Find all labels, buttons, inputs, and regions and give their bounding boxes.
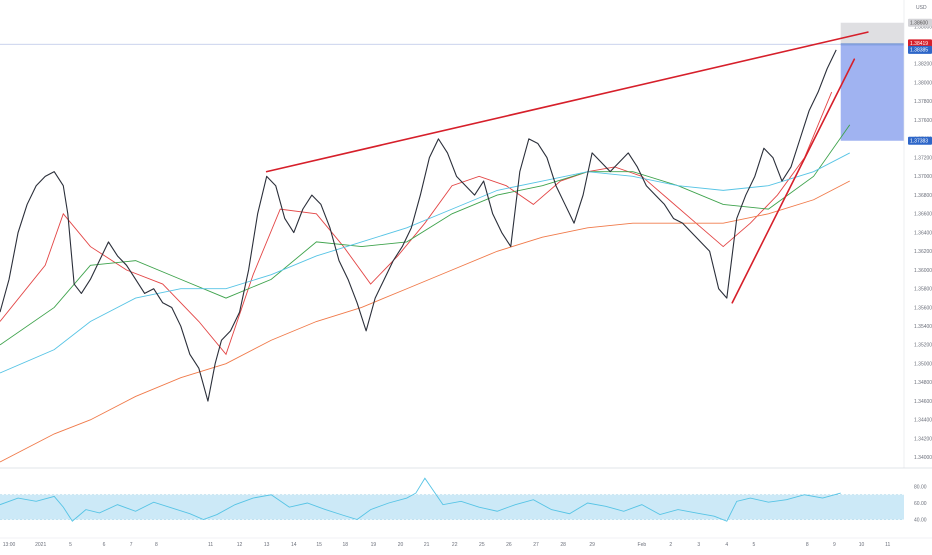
price-tick-label: 1.36000 xyxy=(914,268,932,274)
time-tick-label: 15 xyxy=(316,542,322,548)
time-tick-label: 13 xyxy=(264,542,270,548)
price-tick-label: 1.34400 xyxy=(914,418,932,424)
oscillator-line xyxy=(0,477,841,522)
trendline-1[interactable] xyxy=(265,31,869,173)
price-tick-label: 1.38200 xyxy=(914,62,932,68)
trendline-2[interactable] xyxy=(731,58,856,304)
time-tick-label: 29 xyxy=(589,542,595,548)
time-tick-label: 10 xyxy=(859,542,865,548)
time-tick-label: 26 xyxy=(506,542,512,548)
time-tick-label: 6 xyxy=(103,542,106,548)
price-tick-label: 1.38000 xyxy=(914,80,932,86)
time-tick-label: 5 xyxy=(753,542,756,548)
time-tick-label: 11 xyxy=(885,542,890,548)
price-tick-label: 1.35000 xyxy=(914,361,932,367)
price-tick-label: 1.35800 xyxy=(914,287,932,293)
time-tick-label: 7 xyxy=(130,542,133,548)
time-tick-label: 11 xyxy=(208,542,213,548)
time-tick-label: 8 xyxy=(806,542,809,548)
price-tag xyxy=(908,39,932,48)
time-axis[interactable]: 13:00 2021 5 6 7 8 11 12 13 14 15 18 19 20 21 22 25 26 27 2… xyxy=(0,537,932,548)
price-axis[interactable]: USD 1.386001.384001.382001.380001.378001… xyxy=(903,0,932,468)
price-tick-label: 1.34200 xyxy=(914,436,932,442)
oscillator-band xyxy=(0,494,904,520)
price-tag-label: 1.37383 xyxy=(910,139,928,145)
time-tick-label: 12 xyxy=(237,542,243,548)
time-tick-label: 22 xyxy=(452,542,458,548)
time-tick-label: 20 xyxy=(398,542,404,548)
time-tick-label: 19 xyxy=(371,542,377,548)
price-pane[interactable] xyxy=(0,22,904,463)
currency-label: USD xyxy=(916,5,927,11)
price-series-line xyxy=(0,49,837,402)
price-tick-label: 1.36600 xyxy=(914,212,932,218)
time-tick-label: 14 xyxy=(291,542,297,548)
price-tag-label: 1.38419 xyxy=(910,41,928,47)
time-tick-label: 28 xyxy=(560,542,566,548)
time-tick-label: 2021 xyxy=(35,542,46,548)
price-tick-label: 1.38600 xyxy=(914,24,932,30)
moving-average-1 xyxy=(0,91,833,356)
price-tag-label: 1.38385 xyxy=(910,48,928,54)
price-tick-label: 1.34800 xyxy=(914,380,932,386)
time-ticks: 13:00 2021 5 6 7 8 11 12 13 14 15 18 19 20 21 22 25 26 27 2… xyxy=(3,542,891,548)
price-tag xyxy=(908,45,932,54)
position-loss-zone[interactable] xyxy=(840,44,904,141)
price-tick-label: 1.36200 xyxy=(914,249,932,255)
time-tick-label: 9 xyxy=(833,542,836,548)
oscillator-ticks: 80.00 60.00 40.00 xyxy=(914,484,927,523)
time-tick-label: 2 xyxy=(669,542,672,548)
price-tick-label: 1.36400 xyxy=(914,230,932,236)
time-tick-label: 5 xyxy=(69,542,72,548)
price-tag xyxy=(908,136,932,145)
trendlines[interactable] xyxy=(265,31,869,304)
time-tick-label: 4 xyxy=(725,542,728,548)
moving-average-3 xyxy=(0,152,850,374)
price-tick-label: 1.37000 xyxy=(914,174,932,180)
time-tick-label: 27 xyxy=(533,542,539,548)
price-tick-label: 1.35200 xyxy=(914,343,932,349)
position-profit-zone[interactable] xyxy=(840,22,904,45)
oscillator-pane[interactable]: 80.00 60.00 40.00 xyxy=(0,477,927,523)
time-tick-label: 13:00 xyxy=(3,542,16,548)
time-tick-label: 25 xyxy=(479,542,485,548)
oscillator-tick-label: 60.00 xyxy=(914,501,927,507)
price-tick-label: 1.37800 xyxy=(914,99,932,105)
time-tick-label: 3 xyxy=(697,542,700,548)
time-tick-label: 8 xyxy=(155,542,158,548)
price-tag-label: 1.38600 xyxy=(910,21,928,27)
time-tick-label: 18 xyxy=(343,542,349,548)
time-tick-label: Feb xyxy=(638,542,647,548)
oscillator-tick-label: 80.00 xyxy=(914,484,927,490)
price-tick-label: 1.36800 xyxy=(914,193,932,199)
time-tick-label: 21 xyxy=(424,542,430,548)
price-tick-label: 1.37200 xyxy=(914,155,932,161)
price-tag xyxy=(908,18,932,27)
price-tick-label: 1.34000 xyxy=(914,455,932,461)
price-tick-label: 1.34600 xyxy=(914,399,932,405)
moving-average-4 xyxy=(0,180,850,463)
moving-average-2 xyxy=(0,124,851,346)
price-tick-label: 1.35600 xyxy=(914,305,932,311)
price-tick-label: 1.37600 xyxy=(914,118,932,124)
oscillator-tick-label: 40.00 xyxy=(914,517,927,523)
moving-averages xyxy=(0,91,851,463)
price-tick-label: 1.35400 xyxy=(914,324,932,330)
